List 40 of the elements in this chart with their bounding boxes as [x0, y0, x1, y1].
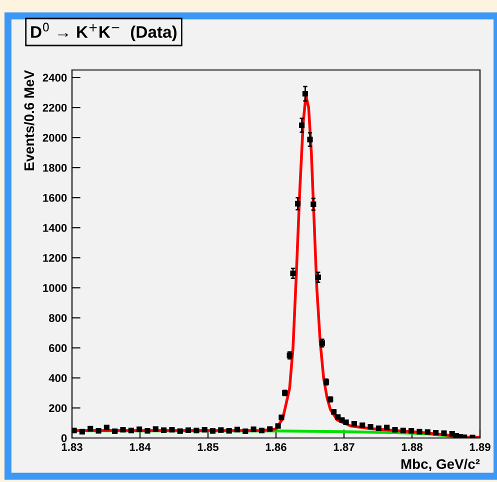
point	[234, 426, 240, 432]
point	[294, 200, 301, 206]
point	[161, 427, 167, 433]
x-tick-label: 1.84	[130, 443, 151, 452]
point	[351, 420, 357, 427]
y-tick-label: 1200	[43, 254, 67, 262]
y-axis-title: Events/0.6 MeV	[24, 70, 34, 170]
point	[258, 428, 264, 434]
x-axis-title: Mbc, GeV/c²	[401, 458, 480, 471]
x-tick-label: 1.87	[334, 443, 354, 452]
y-tick-label: 2200	[42, 104, 67, 112]
y-tick-label: 2000	[42, 134, 67, 142]
point	[290, 270, 296, 276]
point	[210, 428, 216, 434]
x-tick-label: 1.88	[402, 443, 422, 452]
point	[315, 274, 321, 280]
point	[331, 409, 337, 415]
point	[319, 340, 326, 346]
chart-title: D$^{0}$ → K$^{+}$K$^{−}$ (Data)	[31, 22, 177, 42]
y-tick-label: 1800	[43, 164, 67, 172]
y-tick-label: 1000	[43, 284, 67, 292]
x-tick-label: 1.86	[266, 443, 286, 452]
y-tick-label: 400	[48, 374, 67, 382]
point	[302, 90, 308, 97]
y-tick-label: 800	[48, 314, 67, 322]
point	[299, 122, 305, 128]
point	[307, 136, 313, 142]
x-tick-label: 1.89	[470, 443, 490, 452]
y-tick-label: 1600	[43, 194, 67, 202]
y-tick-label: 600	[49, 344, 67, 352]
y-tick-label: 1400	[43, 224, 67, 232]
point	[79, 428, 85, 434]
y-tick-label: 2400	[42, 74, 67, 82]
x-tick-label: 1.83	[62, 443, 82, 452]
y-tick-label: 0	[61, 434, 67, 442]
point	[433, 430, 439, 436]
point	[186, 427, 192, 433]
x-tick-label: 1.85	[198, 443, 219, 452]
y-tick-label: 200	[48, 404, 67, 412]
point	[310, 202, 316, 208]
